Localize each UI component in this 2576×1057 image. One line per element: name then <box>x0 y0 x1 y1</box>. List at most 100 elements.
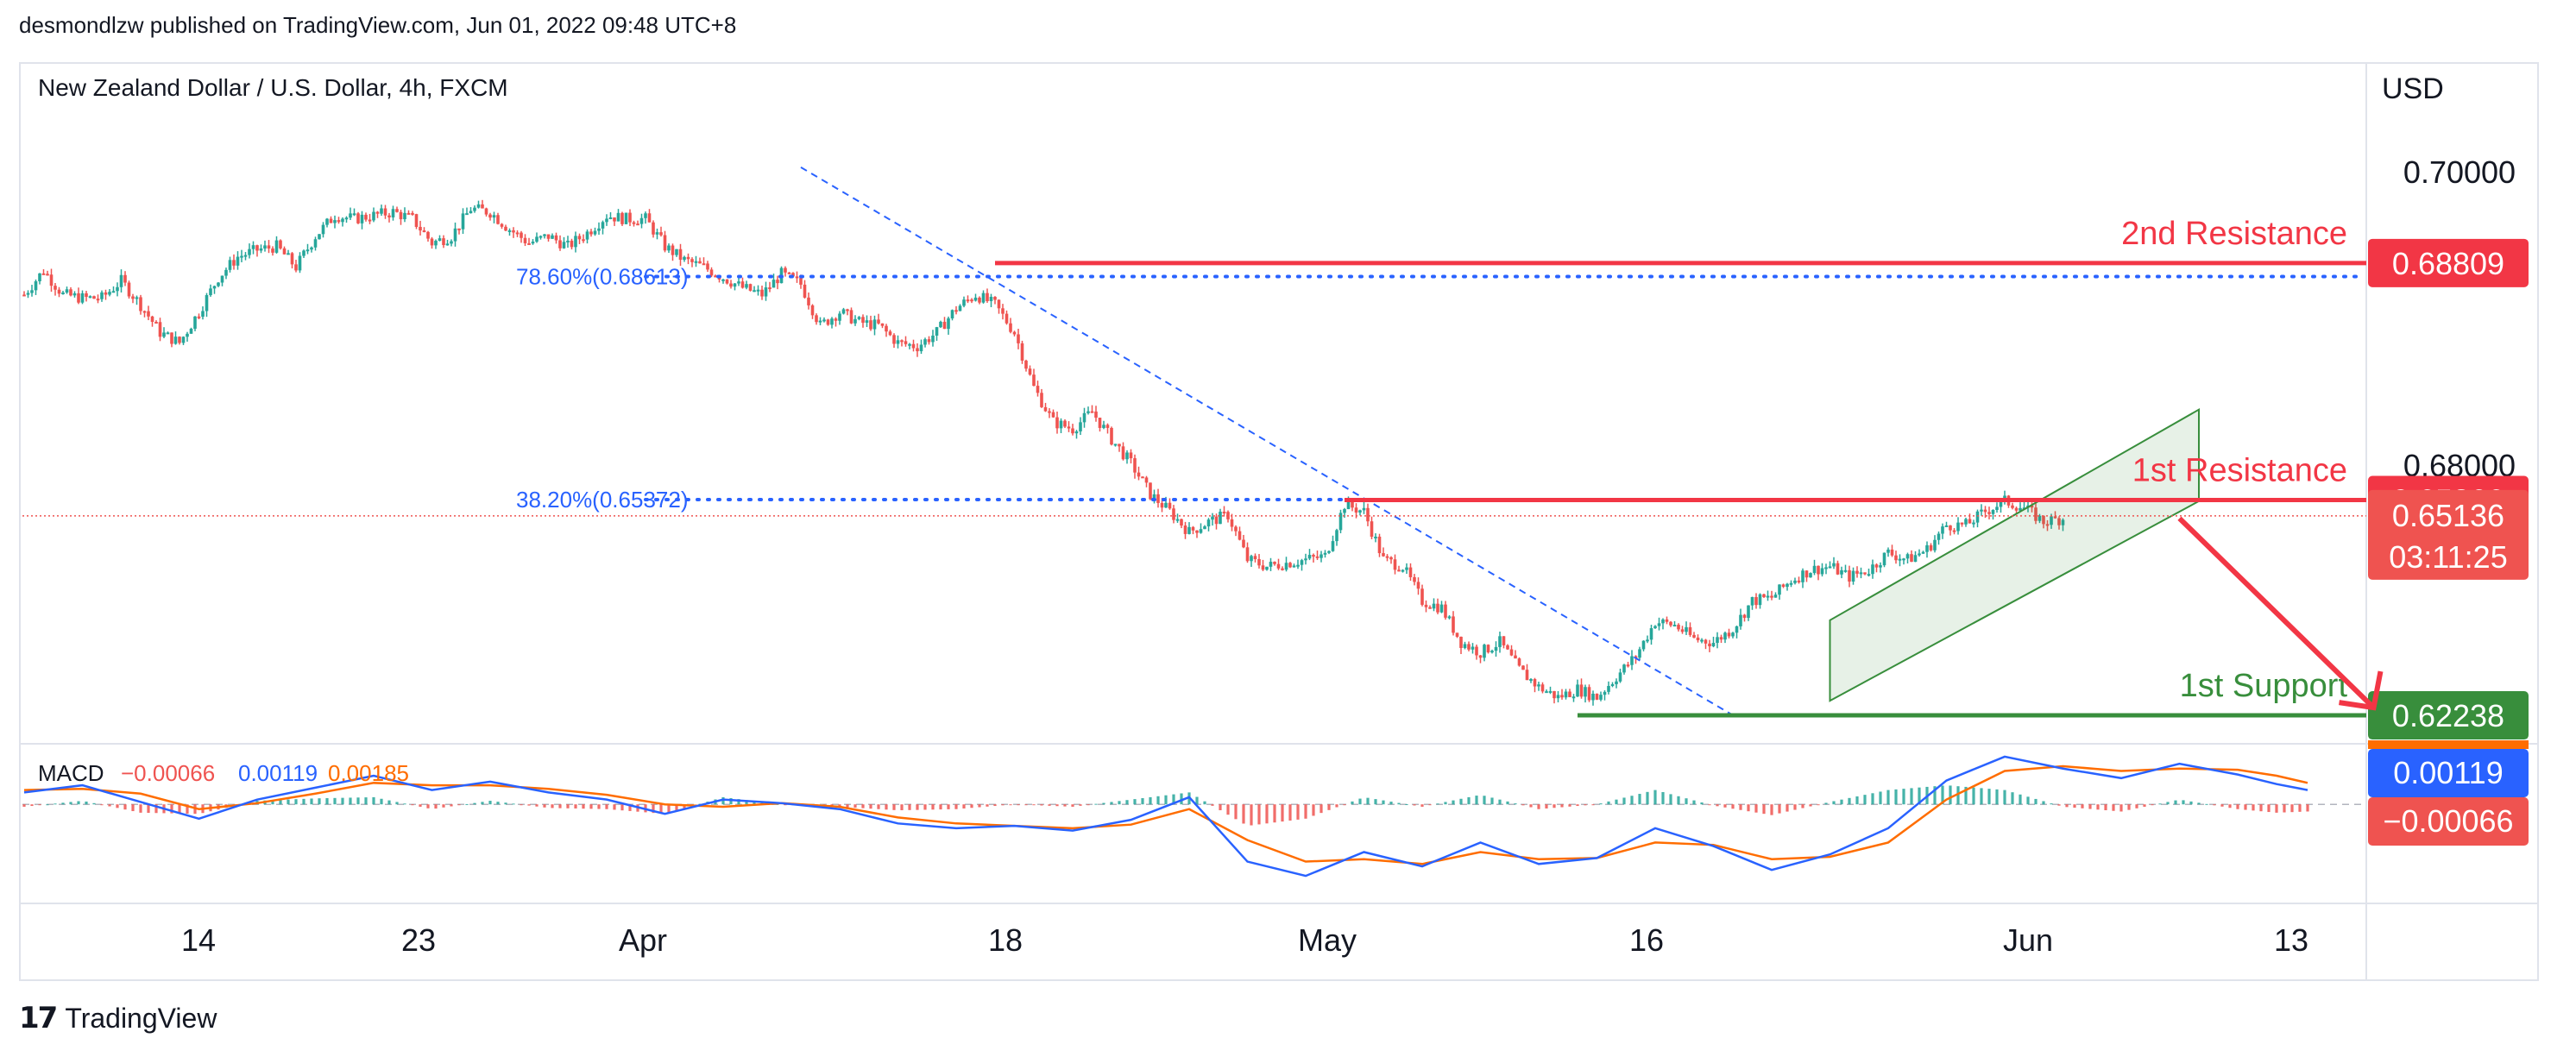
candle <box>2037 513 2042 524</box>
candle-body <box>178 337 181 343</box>
candle-body <box>1995 506 1999 510</box>
candle <box>2053 511 2057 519</box>
histogram-bar <box>1211 804 1214 806</box>
candle <box>872 315 877 336</box>
candle <box>178 336 181 345</box>
candle-body <box>1020 343 1024 361</box>
candle <box>1836 560 1840 576</box>
candle-body <box>1657 623 1661 626</box>
candle <box>243 252 248 261</box>
candle-body <box>997 299 1001 309</box>
candle <box>1082 407 1086 428</box>
candle <box>1646 635 1649 644</box>
candle-body <box>853 318 857 324</box>
candle <box>1043 402 1048 412</box>
histogram-bar <box>1141 798 1144 805</box>
histogram-bar <box>1118 801 1121 805</box>
candle-body <box>1121 446 1125 460</box>
candle <box>1366 503 1370 526</box>
candle <box>1968 513 1972 524</box>
candle <box>628 209 632 227</box>
histogram-bar <box>737 799 740 805</box>
candle-body <box>1219 512 1222 525</box>
candle <box>368 213 372 224</box>
histogram-bar <box>2220 804 2224 807</box>
candle-body <box>166 332 170 335</box>
candle-body <box>760 289 764 297</box>
candle <box>1447 615 1452 620</box>
candle-body <box>1727 632 1731 637</box>
candle <box>639 213 644 229</box>
candle <box>1615 678 1618 689</box>
candle-body <box>1587 687 1591 701</box>
histogram-bar <box>1257 804 1261 825</box>
histogram-bar <box>310 798 313 805</box>
candle-body <box>85 293 88 297</box>
candle-body <box>1017 334 1020 343</box>
candle <box>372 207 375 223</box>
candle-body <box>1506 645 1509 650</box>
time-tick-label: 23 <box>401 922 436 958</box>
candle-body <box>714 275 717 278</box>
candle <box>1599 691 1603 702</box>
candle-body <box>1933 539 1937 551</box>
candle <box>1319 551 1323 563</box>
candle-body <box>150 316 154 323</box>
candle-body <box>803 284 807 298</box>
candle-body <box>1786 583 1789 588</box>
candle-body <box>1537 684 1540 687</box>
macd-value-badge: 0.00119 <box>2368 740 2529 797</box>
time-tick-label: Apr <box>619 922 667 958</box>
candle <box>205 293 209 318</box>
histogram-bar <box>54 803 57 805</box>
candle <box>1579 678 1584 699</box>
candle-body <box>562 242 566 249</box>
candle-body <box>403 212 406 220</box>
candle <box>1250 554 1253 567</box>
candle <box>1288 562 1292 569</box>
candle <box>1129 449 1133 464</box>
candle <box>1824 563 1828 575</box>
candle-body <box>1129 452 1133 459</box>
histogram-bar <box>1793 804 1797 810</box>
candle-body <box>2014 507 2019 511</box>
candle <box>1428 605 1432 609</box>
candle-body <box>1770 595 1773 598</box>
candle <box>507 228 512 236</box>
candle-body <box>1809 573 1812 578</box>
candle <box>80 290 85 305</box>
histogram-bar <box>356 797 360 805</box>
histogram-bar <box>1801 804 1804 808</box>
candle <box>966 295 970 304</box>
candle-body <box>1393 559 1397 570</box>
candle-body <box>597 228 601 231</box>
time-tick-label: 18 <box>988 922 1023 958</box>
candle-body <box>1762 594 1766 598</box>
candle-body <box>1626 664 1630 667</box>
candle-body <box>1610 683 1615 686</box>
candle-body <box>939 321 942 328</box>
histogram-bar <box>1405 804 1408 806</box>
histogram-bar <box>582 804 585 809</box>
candle-body <box>880 323 885 326</box>
candle <box>356 211 360 224</box>
histogram-bar <box>1133 799 1137 805</box>
histogram-bar <box>1483 796 1486 805</box>
candle-body <box>217 282 220 286</box>
candle-body <box>251 245 255 249</box>
candle-body <box>1817 565 1820 575</box>
candle-body <box>1090 411 1094 413</box>
candle <box>1017 328 1020 349</box>
histogram-bar <box>92 802 96 805</box>
histogram-bar <box>349 797 352 805</box>
candle-body <box>1133 458 1137 473</box>
candle-body <box>411 212 414 215</box>
candle-body <box>628 212 632 223</box>
footer-brand[interactable]: 𝟭𝟳 TradingView <box>19 1001 217 1035</box>
candle-body <box>1991 509 1995 514</box>
histogram-bar <box>512 803 515 805</box>
candle <box>1211 513 1214 526</box>
candle <box>1144 475 1149 488</box>
candle-body <box>527 242 531 245</box>
